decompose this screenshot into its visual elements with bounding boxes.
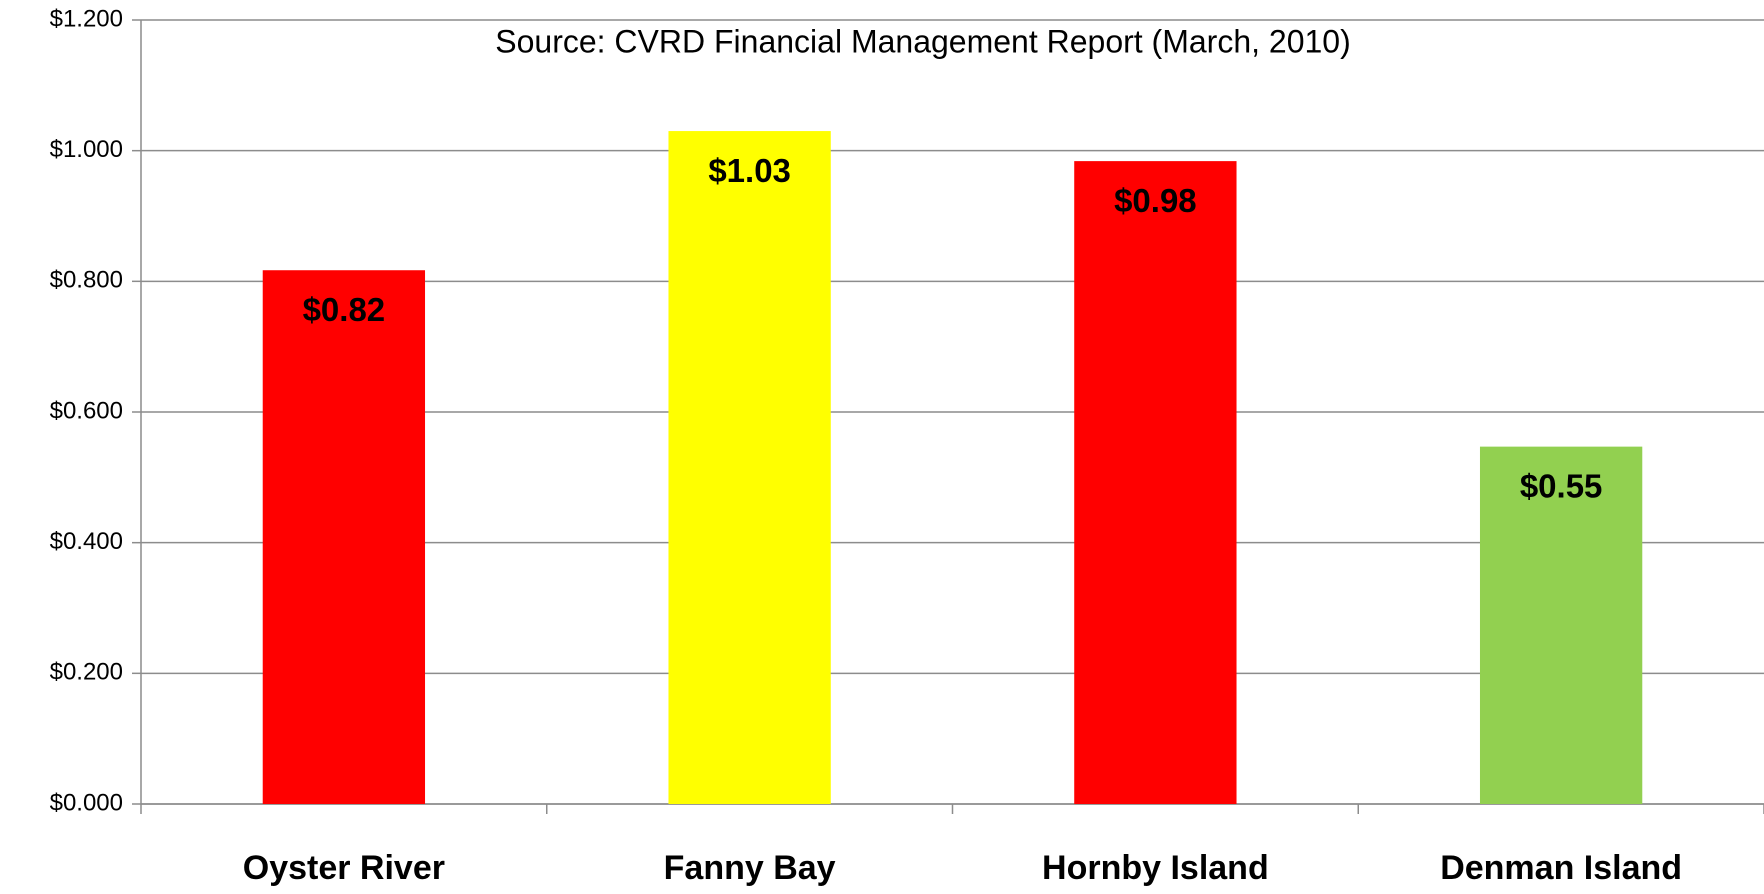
y-tick-label: $1.200 [50,5,123,32]
y-tick-label: $0.600 [50,397,123,424]
x-tick-label: Oyster River [243,849,445,887]
x-tick-label: Hornby Island [1042,849,1269,887]
data-label: $0.55 [1520,467,1603,504]
bar [1074,161,1237,804]
source-annotation: Source: CVRD Financial Management Report… [495,23,1350,59]
data-label: $0.82 [303,291,386,328]
y-tick-label: $0.400 [50,528,123,555]
y-tick-label: $1.000 [50,136,123,163]
bar [1479,446,1643,804]
x-tick-label: Denman Island [1440,849,1682,887]
bar [668,131,831,805]
y-tick-label: $0.800 [50,267,123,294]
x-tick-label: Fanny Bay [664,849,836,887]
data-label: $1.03 [708,152,791,189]
y-tick-label: $0.000 [50,789,123,816]
data-label: $0.98 [1114,182,1197,219]
bar [262,270,426,804]
y-tick-label: $0.200 [50,659,123,686]
